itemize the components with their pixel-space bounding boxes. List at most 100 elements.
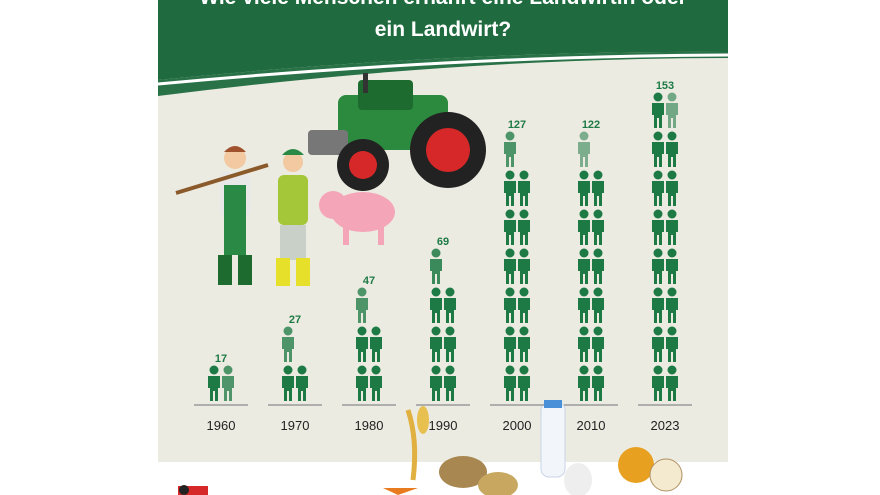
icon-head	[431, 287, 441, 297]
icon-head	[505, 365, 515, 375]
logo	[178, 485, 208, 495]
icon-body	[652, 181, 664, 206]
icon-column	[504, 131, 530, 401]
icon-body	[430, 259, 442, 284]
food-illustration	[383, 400, 683, 495]
icon-head	[653, 326, 663, 336]
icon-head	[579, 131, 589, 141]
icon-body	[504, 259, 516, 284]
icon-body	[356, 337, 368, 362]
icon-body	[296, 376, 308, 401]
icon-head	[431, 365, 441, 375]
person-icon	[504, 365, 516, 401]
person-icon	[296, 365, 308, 401]
icon-head	[505, 287, 515, 297]
icon-body	[208, 376, 220, 401]
icon-body	[652, 220, 664, 245]
icon-column	[356, 287, 382, 401]
icon-body	[370, 337, 382, 362]
icon-head	[445, 365, 455, 375]
icon-head	[371, 365, 381, 375]
icon-head	[667, 170, 677, 180]
icon-head	[431, 248, 441, 258]
icon-body	[666, 103, 678, 128]
icon-head	[519, 170, 529, 180]
person-icon	[592, 248, 604, 284]
person-icon	[666, 365, 678, 401]
icon-head	[579, 326, 589, 336]
person-icon	[504, 170, 516, 206]
person-icon	[592, 170, 604, 206]
person-icon	[430, 248, 442, 284]
person-icon	[282, 326, 294, 362]
x-tick-label: 1960	[207, 418, 236, 433]
icon-body	[430, 298, 442, 323]
icon-body	[666, 376, 678, 401]
icon-head	[579, 170, 589, 180]
icon-head	[283, 365, 293, 375]
x-tick-label: 1990	[429, 418, 458, 433]
icon-column	[282, 326, 308, 401]
pig-illustration	[319, 191, 395, 245]
icon-head	[209, 365, 219, 375]
icon-head	[579, 209, 589, 219]
icon-head	[593, 365, 603, 375]
icon-body	[356, 376, 368, 401]
icon-head	[579, 248, 589, 258]
icon-body	[504, 337, 516, 362]
icon-head	[505, 248, 515, 258]
icon-body	[592, 181, 604, 206]
icon-body	[652, 259, 664, 284]
person-icon	[518, 326, 530, 362]
person-icon	[666, 209, 678, 245]
icon-body	[444, 376, 456, 401]
icon-body	[666, 337, 678, 362]
icon-body	[370, 376, 382, 401]
icon-body	[652, 376, 664, 401]
icon-body	[652, 337, 664, 362]
icon-head	[593, 248, 603, 258]
icon-column	[578, 131, 604, 401]
icon-head	[505, 209, 515, 219]
icon-head	[667, 326, 677, 336]
person-icon	[578, 326, 590, 362]
person-icon	[592, 209, 604, 245]
chart-title: Wie viele Menschen ernährt eine Landwirt…	[199, 0, 687, 41]
icon-body	[592, 376, 604, 401]
header	[158, 0, 728, 80]
icon-head	[667, 92, 677, 102]
person-icon	[666, 248, 678, 284]
icon-body	[518, 376, 530, 401]
icon-body	[578, 181, 590, 206]
icon-head	[667, 131, 677, 141]
icon-body	[504, 220, 516, 245]
person-icon	[430, 326, 442, 362]
value-label: 153	[656, 80, 674, 92]
icon-body	[504, 298, 516, 323]
icon-head	[519, 326, 529, 336]
icon-head	[357, 365, 367, 375]
icon-column	[430, 248, 456, 401]
icon-head	[357, 326, 367, 336]
icon-head	[593, 209, 603, 219]
icon-head	[667, 287, 677, 297]
icon-body	[356, 298, 368, 323]
icon-head	[593, 326, 603, 336]
icon-body	[444, 298, 456, 323]
person-icon	[518, 365, 530, 401]
person-icon	[444, 365, 456, 401]
person-icon	[666, 170, 678, 206]
person-icon	[592, 326, 604, 362]
person-icon	[356, 287, 368, 323]
x-tick-label: 1980	[355, 418, 384, 433]
icon-body	[666, 298, 678, 323]
icon-head	[667, 365, 677, 375]
farmer-illustration	[175, 146, 310, 286]
icon-body	[518, 298, 530, 323]
icon-head	[653, 248, 663, 258]
value-label: 47	[363, 275, 375, 287]
person-icon	[592, 365, 604, 401]
icon-body	[504, 376, 516, 401]
person-icon	[652, 248, 664, 284]
icon-head	[297, 365, 307, 375]
